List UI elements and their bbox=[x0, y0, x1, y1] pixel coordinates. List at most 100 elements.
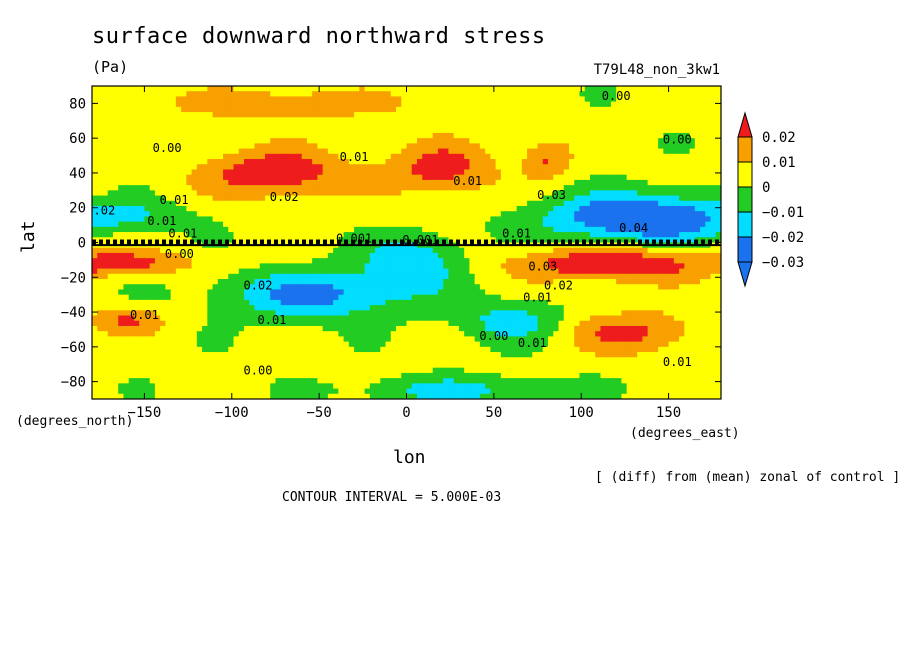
field-cell bbox=[563, 263, 570, 270]
field-cell bbox=[658, 279, 664, 285]
field-cell bbox=[427, 164, 434, 171]
field-cell bbox=[254, 284, 261, 291]
field-cell bbox=[605, 164, 612, 171]
field-cell bbox=[679, 86, 685, 92]
field-cell bbox=[254, 299, 261, 306]
field-cell bbox=[364, 289, 371, 296]
field-cell bbox=[495, 159, 502, 165]
field-cell bbox=[118, 294, 125, 301]
field-cell bbox=[238, 273, 245, 280]
field-cell bbox=[700, 132, 706, 139]
field-cell bbox=[165, 132, 172, 139]
field-cell bbox=[165, 294, 172, 301]
field-cell bbox=[511, 221, 518, 228]
field-cell bbox=[228, 153, 235, 160]
field-cell bbox=[516, 127, 523, 134]
field-cell bbox=[568, 252, 575, 259]
field-cell bbox=[301, 273, 308, 280]
field-cell bbox=[705, 273, 712, 280]
field-cell bbox=[254, 289, 261, 296]
field-cell bbox=[233, 153, 240, 160]
field-cell bbox=[673, 164, 680, 171]
field-cell bbox=[333, 216, 339, 223]
field-cell bbox=[605, 289, 612, 296]
field-cell bbox=[589, 96, 596, 103]
field-cell bbox=[553, 273, 560, 280]
field-cell bbox=[102, 148, 109, 155]
field-cell bbox=[684, 164, 691, 171]
field-cell bbox=[112, 268, 119, 275]
field-cell bbox=[610, 143, 617, 150]
field-cell bbox=[317, 268, 324, 275]
field-cell bbox=[621, 159, 628, 165]
field-cell bbox=[244, 211, 250, 218]
field-cell bbox=[275, 190, 282, 197]
field-cell bbox=[322, 153, 329, 160]
field-cell bbox=[128, 138, 135, 144]
field-cell bbox=[500, 127, 507, 134]
field-cell bbox=[610, 252, 617, 259]
field-cell bbox=[584, 221, 591, 228]
field-cell bbox=[264, 96, 271, 103]
field-cell bbox=[437, 226, 444, 233]
field-cell bbox=[165, 148, 172, 155]
field-cell bbox=[228, 174, 235, 181]
field-cell bbox=[500, 143, 507, 150]
field-cell bbox=[170, 159, 177, 165]
field-cell bbox=[422, 216, 429, 223]
field-cell bbox=[217, 252, 224, 259]
field-cell bbox=[270, 112, 277, 118]
field-cell bbox=[154, 117, 161, 124]
field-cell bbox=[616, 96, 623, 103]
field-cell bbox=[411, 143, 418, 150]
field-cell bbox=[453, 153, 460, 160]
field-cell bbox=[296, 200, 303, 207]
field-cell bbox=[170, 216, 177, 223]
field-cell bbox=[102, 258, 109, 264]
field-cell bbox=[285, 106, 292, 113]
field-cell bbox=[506, 127, 512, 134]
field-cell bbox=[154, 169, 161, 176]
field-cell bbox=[710, 96, 717, 103]
field-cell bbox=[228, 200, 235, 207]
field-cell bbox=[359, 159, 366, 165]
field-cell bbox=[280, 205, 287, 212]
field-cell bbox=[364, 294, 371, 301]
field-cell bbox=[668, 221, 675, 228]
field-cell bbox=[275, 127, 282, 134]
field-cell bbox=[652, 226, 659, 233]
field-cell bbox=[715, 232, 721, 238]
field-cell bbox=[401, 200, 408, 207]
field-cell bbox=[647, 258, 654, 264]
field-cell bbox=[553, 96, 560, 103]
field-cell bbox=[684, 132, 691, 139]
field-cell bbox=[616, 294, 623, 301]
field-cell bbox=[123, 122, 130, 129]
field-cell bbox=[144, 299, 151, 306]
field-cell bbox=[154, 284, 161, 291]
field-cell bbox=[506, 232, 512, 238]
field-cell bbox=[249, 153, 256, 160]
field-cell bbox=[375, 216, 381, 223]
field-cell bbox=[133, 91, 140, 98]
field-cell bbox=[118, 299, 125, 306]
field-cell bbox=[375, 143, 381, 150]
field-cell bbox=[207, 179, 214, 186]
field-cell bbox=[490, 284, 497, 291]
field-cell bbox=[92, 232, 98, 238]
field-cell bbox=[679, 132, 685, 139]
field-cell bbox=[228, 190, 235, 197]
field-cell bbox=[133, 195, 140, 202]
field-cell bbox=[181, 185, 187, 191]
field-cell bbox=[584, 232, 591, 238]
field-cell bbox=[647, 185, 654, 191]
field-cell bbox=[679, 185, 685, 191]
field-cell bbox=[181, 159, 187, 165]
field-cell bbox=[312, 289, 318, 296]
field-cell bbox=[92, 258, 98, 264]
field-cell bbox=[112, 159, 119, 165]
field-cell bbox=[537, 284, 544, 291]
field-cell bbox=[364, 195, 371, 202]
field-cell bbox=[217, 86, 224, 92]
field-cell bbox=[333, 268, 339, 275]
